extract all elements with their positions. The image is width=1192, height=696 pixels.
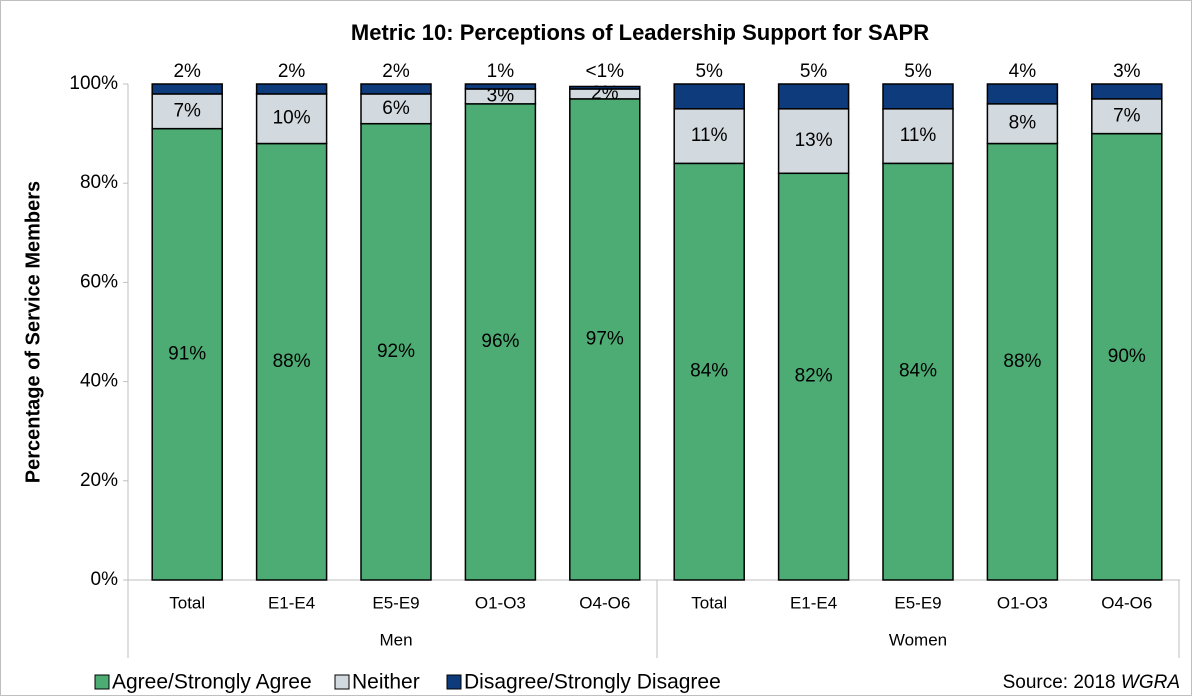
y-tick-label: 60% <box>80 271 118 292</box>
legend-swatch <box>334 674 350 690</box>
data-label: 7% <box>1113 105 1141 126</box>
legend-label: Disagree/Strongly Disagree <box>464 671 721 694</box>
x-tick-label: O1-O3 <box>475 593 526 612</box>
y-tick-label: 80% <box>80 172 118 193</box>
data-label: 84% <box>690 361 728 382</box>
y-axis-label: Percentage of Service Members <box>22 181 44 483</box>
bar-segment <box>1091 83 1163 100</box>
bar-segment <box>464 103 537 581</box>
x-tick-label: E1-E4 <box>790 593 837 612</box>
group-label: Women <box>889 630 947 649</box>
bar-segment <box>777 172 850 581</box>
data-label: 92% <box>377 341 415 362</box>
bar-segment <box>255 83 328 95</box>
data-label: 88% <box>1003 351 1041 372</box>
bar-segment <box>569 85 641 90</box>
data-label: 96% <box>481 331 519 352</box>
x-tick-label: O4-O6 <box>1101 593 1152 612</box>
data-label: 6% <box>382 98 410 119</box>
bar-segment <box>360 83 432 95</box>
source-emphasis: WGRA <box>1121 672 1180 693</box>
data-label: 84% <box>899 361 937 382</box>
data-label: 13% <box>795 130 833 151</box>
bar-segment <box>882 83 954 110</box>
bar-segment <box>255 93 328 145</box>
bar-segment <box>882 162 954 581</box>
x-tick-label: O4-O6 <box>579 593 630 612</box>
data-label: 5% <box>695 61 723 82</box>
bar-segment <box>464 83 537 90</box>
data-label: 91% <box>168 343 206 364</box>
bar-segment <box>777 108 850 175</box>
data-label: 2% <box>173 61 201 82</box>
data-label: 7% <box>173 100 201 121</box>
y-tick-label: 0% <box>91 569 119 590</box>
data-label: 90% <box>1108 346 1146 367</box>
data-label: 88% <box>273 351 311 372</box>
x-tick-label: O1-O3 <box>997 593 1048 612</box>
legend-label: Neither <box>352 671 420 694</box>
data-label: 10% <box>273 108 311 129</box>
y-tick-label: 20% <box>80 470 118 491</box>
group-label: Men <box>379 630 412 649</box>
data-label: 11% <box>691 125 728 146</box>
legend-swatch <box>446 674 462 690</box>
data-label: 2% <box>382 61 410 82</box>
data-label: 1% <box>487 61 515 82</box>
data-label: 3% <box>1113 61 1141 82</box>
data-label: 4% <box>1009 61 1037 82</box>
x-tick-label: Total <box>169 593 205 612</box>
x-tick-label: E5-E9 <box>372 593 419 612</box>
bar-segment <box>151 83 223 95</box>
bar-segment <box>1091 98 1163 135</box>
y-tick-label: 100% <box>69 73 118 94</box>
data-label: 82% <box>795 366 833 387</box>
bar-segment <box>151 127 223 581</box>
y-tick-label: 40% <box>80 371 118 392</box>
source-text: Source: 2018 <box>1003 672 1116 693</box>
x-tick-label: E5-E9 <box>894 593 941 612</box>
bar-segment <box>777 83 850 110</box>
source-note: Source: 2018 WGRA <box>1003 672 1180 693</box>
data-label: 97% <box>586 328 624 349</box>
chart-title: Metric 10: Perceptions of Leadership Sup… <box>351 20 929 45</box>
bar-segment <box>986 142 1059 581</box>
bar-segment <box>986 103 1059 145</box>
bar-segment <box>673 83 745 110</box>
x-tick-label: E1-E4 <box>268 593 315 612</box>
data-label: 8% <box>1009 113 1037 134</box>
data-label: 3% <box>487 85 515 106</box>
bar-segment <box>673 162 745 581</box>
legend-label: Agree/Strongly Agree <box>112 671 312 694</box>
bar-segment <box>569 98 641 581</box>
data-label: 5% <box>904 61 932 82</box>
bar-segment <box>882 108 954 165</box>
legend-swatch <box>94 674 110 690</box>
bar-segment <box>255 142 328 581</box>
x-tick-label: Total <box>691 593 727 612</box>
data-label: 2% <box>278 61 306 82</box>
data-label: 5% <box>800 61 828 82</box>
data-label: <1% <box>586 61 625 82</box>
bar-segment <box>986 83 1059 105</box>
data-label: 11% <box>900 125 937 146</box>
bar-segment <box>151 93 223 130</box>
